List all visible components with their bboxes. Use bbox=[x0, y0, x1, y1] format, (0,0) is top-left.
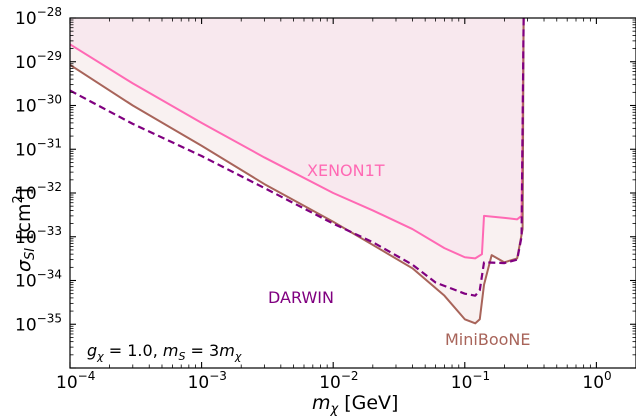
y-tick-label: 10−29 bbox=[15, 49, 62, 73]
y-tick-label: 10−33 bbox=[15, 224, 62, 248]
y-title-subscript: SI bbox=[23, 248, 38, 260]
y-title-symbol: σ bbox=[13, 259, 35, 272]
series-label-miniboone: MiniBooNE bbox=[445, 330, 530, 349]
y-tick-label: 10−30 bbox=[15, 93, 62, 117]
x-tick-label: 10−3 bbox=[188, 369, 227, 393]
y-tick-label: 10−35 bbox=[15, 311, 62, 335]
y-tick-label: 10−34 bbox=[15, 268, 62, 292]
x-tick-label: 10−1 bbox=[451, 369, 490, 393]
series-line-xenon1t bbox=[70, 18, 525, 260]
excluded-region-xenon1t bbox=[70, 18, 524, 259]
m-chi-subscript: χ bbox=[234, 350, 242, 363]
x-axis-title: mχ [GeV] bbox=[312, 392, 398, 416]
g-value: = 1.0, bbox=[104, 341, 163, 360]
g-subscript: χ bbox=[96, 350, 104, 363]
x-tick-label: 10−2 bbox=[319, 369, 358, 393]
ms-symbol: m bbox=[163, 341, 179, 360]
y-title-unit-sup: 2 bbox=[11, 195, 26, 203]
excluded-regions bbox=[70, 18, 524, 324]
x-title-subscript: χ bbox=[330, 402, 340, 416]
axis-ticks bbox=[69, 17, 636, 369]
x-title-unit: [GeV] bbox=[344, 392, 398, 414]
m-chi-symbol: m bbox=[219, 341, 235, 360]
series-label-darwin: DARWIN bbox=[268, 288, 334, 307]
y-axis-title: σSI [cm2] bbox=[11, 188, 38, 272]
tick-labels: 10−4 10−3 10−2 10−1 100 10−28 10−29 10−30 10−31 1… bbox=[15, 5, 612, 393]
ms-subscript: S bbox=[178, 350, 185, 363]
series-line-miniboone bbox=[70, 18, 525, 325]
series-label-xenon1t: XENON1T bbox=[307, 161, 385, 180]
x-tick-label: 10−4 bbox=[56, 369, 95, 393]
y-tick-label: 10−31 bbox=[15, 136, 62, 160]
y-title-unit-close: ] bbox=[13, 188, 35, 195]
x-tick-label: 100 bbox=[582, 369, 611, 393]
y-tick-label: 10−32 bbox=[15, 180, 62, 204]
limit-curves bbox=[70, 18, 525, 325]
y-tick-label: 10−28 bbox=[15, 5, 62, 29]
x-title-symbol: m bbox=[312, 392, 331, 414]
parameter-annotation: gχ = 1.0, mS = 3mχ bbox=[87, 341, 242, 363]
y-title-unit: [cm bbox=[13, 203, 35, 239]
series-line-darwin bbox=[70, 18, 525, 297]
ms-equals: = 3 bbox=[185, 341, 219, 360]
g-symbol: g bbox=[87, 341, 97, 360]
